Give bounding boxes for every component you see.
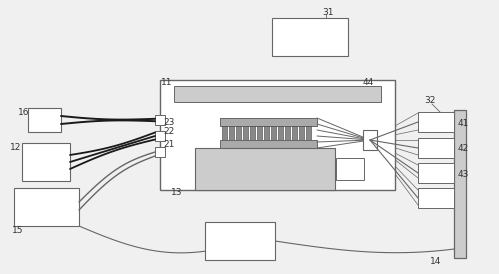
Text: 14: 14 [430, 257, 442, 266]
Bar [22, 143, 70, 181]
Bar [250, 126, 255, 140]
Bar [336, 158, 364, 180]
Bar [271, 126, 276, 140]
Bar [306, 126, 311, 140]
Bar [236, 126, 241, 140]
Bar [418, 188, 454, 208]
Bar [418, 138, 454, 158]
Text: 21: 21 [163, 140, 174, 149]
Text: 41: 41 [458, 119, 470, 128]
Text: 16: 16 [18, 108, 29, 117]
Bar [454, 110, 466, 258]
Bar [299, 126, 304, 140]
Text: 23: 23 [163, 118, 174, 127]
Bar [14, 188, 79, 226]
Bar [418, 163, 454, 183]
Bar [285, 126, 290, 140]
Bar [155, 131, 165, 141]
Bar [220, 140, 317, 148]
Text: 11: 11 [161, 78, 173, 87]
Bar [155, 147, 165, 157]
Bar [272, 18, 348, 56]
Text: 44: 44 [363, 78, 374, 87]
Text: 12: 12 [10, 143, 21, 152]
Bar [418, 112, 454, 132]
Bar [220, 118, 317, 126]
Text: 13: 13 [171, 188, 183, 197]
Bar [264, 126, 269, 140]
Text: 42: 42 [458, 144, 469, 153]
Text: 43: 43 [458, 170, 470, 179]
Text: 22: 22 [163, 127, 174, 136]
Bar [278, 126, 283, 140]
Text: 32: 32 [424, 96, 435, 105]
Bar [222, 126, 227, 140]
Bar [229, 126, 234, 140]
Bar [292, 126, 297, 140]
Bar [174, 86, 381, 102]
Bar [257, 126, 262, 140]
Text: 15: 15 [12, 226, 23, 235]
Bar [243, 126, 248, 140]
Bar [205, 222, 275, 260]
Bar [155, 115, 165, 125]
Bar [363, 130, 377, 150]
Bar [195, 148, 335, 190]
Bar [28, 108, 61, 132]
Text: 31: 31 [322, 8, 333, 17]
Bar [160, 80, 395, 190]
